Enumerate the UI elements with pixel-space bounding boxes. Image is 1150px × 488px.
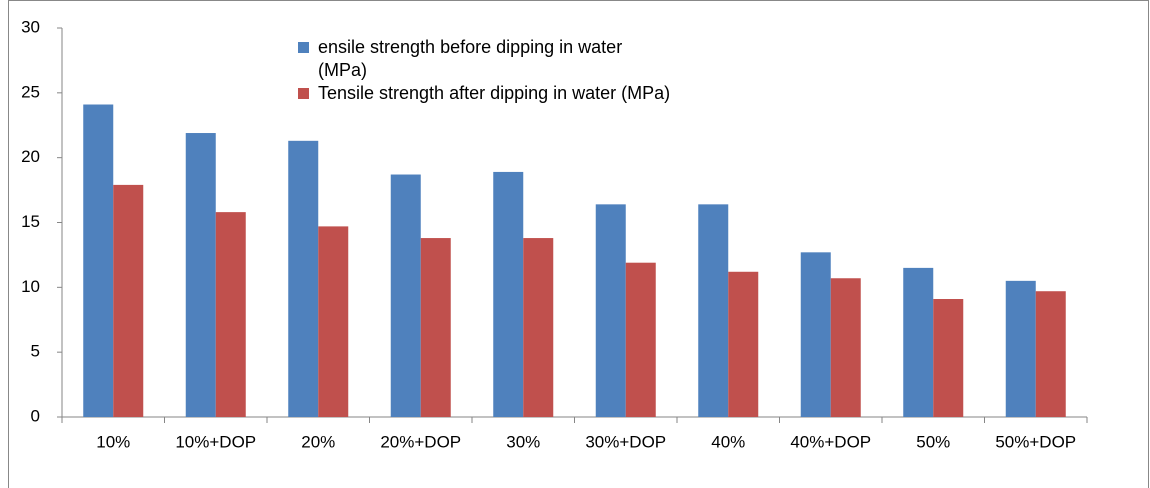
legend-item: ensile strength before dipping in water … xyxy=(296,36,676,82)
legend-label: ensile strength before dipping in water … xyxy=(318,37,623,80)
bar xyxy=(800,252,831,417)
y-tick-label: 10 xyxy=(21,277,40,296)
x-tick-label: 50% xyxy=(916,432,950,451)
x-tick-label: 20%+DOP xyxy=(380,432,461,451)
bar xyxy=(523,238,554,417)
x-tick-label: 30% xyxy=(506,432,540,451)
chart-border xyxy=(8,0,1149,488)
bar xyxy=(318,226,349,417)
bar xyxy=(933,299,964,417)
bar xyxy=(1005,280,1036,417)
bar xyxy=(1035,291,1066,417)
y-tick-label: 20 xyxy=(21,147,40,166)
y-tick-label: 30 xyxy=(21,17,40,36)
x-tick-label: 40% xyxy=(711,432,745,451)
legend-item: Tensile strength after dipping in water … xyxy=(296,82,676,105)
bar xyxy=(185,133,216,417)
x-tick-label: 50%+DOP xyxy=(995,432,1076,451)
x-tick-label: 30%+DOP xyxy=(585,432,666,451)
legend-swatch xyxy=(298,42,309,53)
bar xyxy=(493,171,524,417)
y-tick-label: 15 xyxy=(21,212,40,231)
x-tick-label: 20% xyxy=(301,432,335,451)
x-tick-label: 40%+DOP xyxy=(790,432,871,451)
legend-label: Tensile strength after dipping in water … xyxy=(318,83,671,103)
bar xyxy=(83,104,114,418)
y-tick-label: 5 xyxy=(31,342,40,361)
y-tick-label: 25 xyxy=(21,82,40,101)
y-tick-label: 0 xyxy=(31,406,40,425)
bar xyxy=(903,267,934,417)
bar xyxy=(698,204,729,417)
bar xyxy=(728,271,759,417)
bar xyxy=(625,262,656,417)
bar xyxy=(830,278,861,417)
bar xyxy=(113,184,144,417)
bar xyxy=(390,174,421,417)
bar xyxy=(215,212,246,417)
x-tick-label: 10% xyxy=(96,432,130,451)
legend: ensile strength before dipping in water … xyxy=(296,36,676,105)
bar xyxy=(288,140,319,417)
bar xyxy=(420,238,451,417)
bar xyxy=(595,204,626,417)
x-tick-label: 10%+DOP xyxy=(175,432,256,451)
legend-swatch xyxy=(298,88,309,99)
